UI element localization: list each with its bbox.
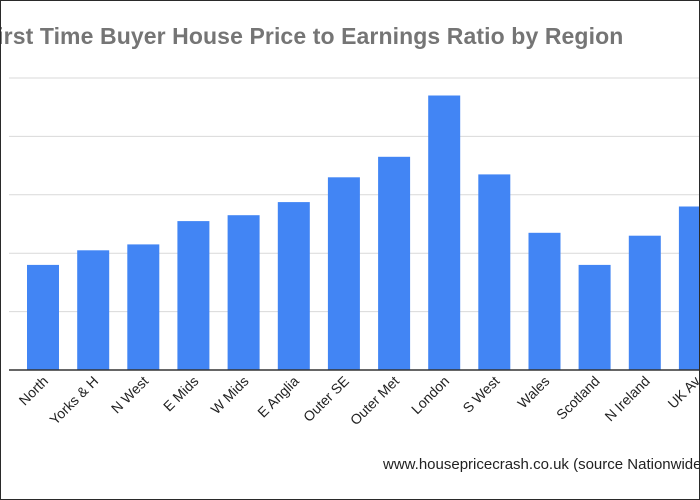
chart-title: First Time Buyer House Price to Earnings…: [0, 23, 624, 49]
bar-outer-se: [327, 177, 360, 370]
x-tick-label: London: [408, 373, 452, 417]
bar-e-anglia: [277, 202, 310, 370]
x-tick-label: N West: [108, 373, 152, 417]
x-tick-label: W Mids: [207, 373, 251, 417]
x-tick-label: E Mids: [160, 373, 202, 415]
bar-north: [27, 264, 59, 370]
bar-s-west: [478, 174, 511, 370]
bar-uk-av: [678, 206, 699, 370]
bar-n-west: [127, 244, 160, 370]
x-tick-label: S West: [459, 373, 502, 416]
bars: [27, 95, 699, 370]
bar-scotland: [578, 264, 611, 370]
x-tick-label: North: [16, 373, 52, 409]
bar-e-mids: [177, 221, 210, 370]
bar-wales: [528, 232, 561, 370]
x-tick-label: Wales: [514, 373, 552, 411]
x-tick-label: Outer Met: [347, 373, 402, 428]
x-tick-label: N Ireland: [601, 373, 652, 424]
bar-n-ireland: [628, 235, 661, 370]
source-note: www.housepricecrash.co.uk (source Nation…: [383, 456, 700, 473]
bar-yorks-h: [77, 250, 110, 370]
x-tick-label: Outer SE: [300, 373, 352, 425]
bar-w-mids: [227, 215, 260, 370]
x-tick-label: UK Av: [664, 373, 699, 412]
x-tick-label: Yorks & H: [46, 373, 101, 428]
bar-outer-met: [378, 156, 411, 370]
bar-london: [428, 95, 461, 370]
x-tick-label: E Anglia: [254, 373, 302, 421]
x-tick-label: Scotland: [553, 373, 603, 423]
